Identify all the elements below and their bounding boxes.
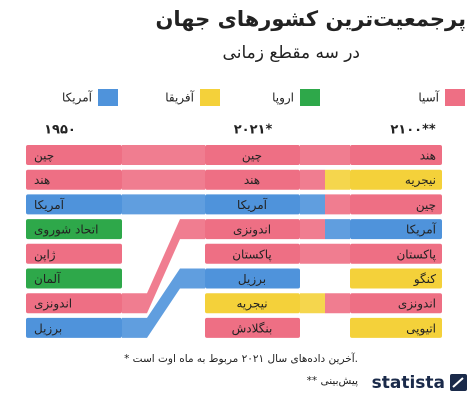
bar-label: هند xyxy=(420,149,436,163)
bar xyxy=(26,293,122,314)
bar-label: آمریکا xyxy=(237,197,268,213)
bar xyxy=(205,169,300,190)
legend-swatch xyxy=(200,89,220,106)
bar-label: چین xyxy=(416,198,436,213)
bars: چین هند آمریکا اتحاد شوروی ژاپن آلمان اندونزی ب… xyxy=(26,145,442,338)
link xyxy=(300,194,350,240)
bar-label: هند xyxy=(34,173,50,187)
bar xyxy=(26,194,122,215)
footnote: * آخرین داده‌های سال ۲۰۲۱ مربوط به ماه ا… xyxy=(124,352,358,365)
bar xyxy=(26,169,122,190)
bar-label: چین xyxy=(34,149,54,164)
bar-label: اتحاد شوروی xyxy=(34,223,98,238)
bar-label: بنگلادش xyxy=(232,321,273,336)
bar-label: اتیوپی xyxy=(406,321,436,336)
bar-label: هند xyxy=(244,173,260,187)
bar-label: آلمان xyxy=(34,271,61,286)
link xyxy=(122,219,205,314)
bar-label: چین xyxy=(242,149,262,164)
bar-label: ژاپن xyxy=(34,247,56,262)
bar-label: نیجریه xyxy=(405,173,436,188)
bar xyxy=(205,268,300,289)
chart-title: پرجمعیت‌ترین کشورهای جهان xyxy=(155,7,466,31)
chart-subtitle: در سه مقطع زمانی xyxy=(223,43,360,63)
legend-label: آسیا xyxy=(418,90,439,105)
links xyxy=(122,145,350,338)
link xyxy=(300,145,350,215)
bar-label: اندونزی xyxy=(34,297,72,312)
footnote: ** پیش‌بینی xyxy=(307,375,358,387)
bar xyxy=(205,293,300,314)
bar xyxy=(350,194,442,215)
bar xyxy=(26,219,122,240)
link xyxy=(122,145,205,165)
legend-swatch xyxy=(300,89,320,106)
bar xyxy=(350,169,442,190)
brand: statista xyxy=(372,373,445,393)
legend-swatch xyxy=(445,89,465,106)
column-label: ۱۹۵۰ xyxy=(44,123,76,138)
bar xyxy=(205,194,300,215)
bar xyxy=(205,219,300,240)
bar xyxy=(205,243,300,264)
bar-label: آمریکا xyxy=(406,222,437,238)
column-label: ۲۱۰۰** xyxy=(390,123,436,138)
link xyxy=(122,169,205,190)
bar xyxy=(205,145,300,165)
bar-label: برزیل xyxy=(34,321,62,336)
bar xyxy=(26,317,122,338)
bar xyxy=(350,317,442,338)
legend-label: آمریکا xyxy=(62,90,93,106)
bar-label: اندونزی xyxy=(233,223,271,238)
link xyxy=(300,243,350,264)
link xyxy=(122,268,205,338)
bar xyxy=(350,145,442,165)
bar-label: پاکستان xyxy=(396,247,436,261)
bar xyxy=(350,293,442,314)
bar xyxy=(350,268,442,289)
brand-icon-mark xyxy=(452,377,464,388)
bar xyxy=(350,243,442,264)
bar xyxy=(26,243,122,264)
bar xyxy=(26,268,122,289)
link xyxy=(122,194,205,215)
bar-label: کنگو xyxy=(413,272,436,287)
legend-label: آفریقا xyxy=(165,90,194,106)
bar-label: پاکستان xyxy=(232,247,272,261)
bar xyxy=(205,317,300,338)
column-label: ۲۰۲۱* xyxy=(234,123,273,138)
bar-label: اندونزی xyxy=(398,297,436,312)
bar-label: نیجریه xyxy=(236,297,267,312)
link xyxy=(300,145,350,190)
legend-swatch xyxy=(98,89,118,106)
bar xyxy=(26,145,122,165)
bar xyxy=(350,219,442,240)
link xyxy=(300,169,350,314)
legend-label: اروپا xyxy=(272,91,294,106)
bar-label: برزیل xyxy=(238,272,266,287)
bar-label: آمریکا xyxy=(34,197,65,213)
